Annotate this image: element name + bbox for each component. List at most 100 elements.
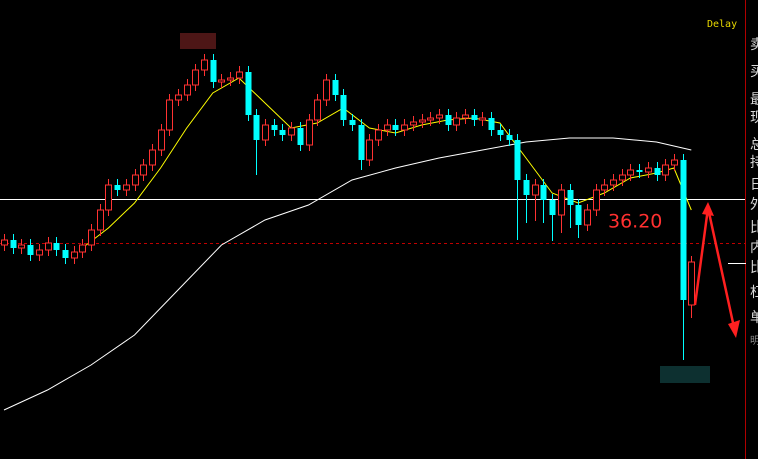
candle-body: [201, 59, 208, 71]
candle-body: [271, 125, 278, 130]
candle-body: [227, 77, 234, 81]
candle-body: [680, 160, 687, 300]
side-label: 单: [750, 310, 758, 326]
candle-body: [262, 124, 269, 141]
candle-body: [236, 71, 243, 79]
candle-body: [105, 184, 112, 211]
candle-body: [610, 179, 617, 186]
candle-body: [436, 114, 443, 119]
side-label: 日: [750, 177, 758, 193]
candle-body: [140, 164, 147, 176]
candle-body: [645, 167, 652, 173]
candle-body: [540, 185, 547, 200]
side-label: 比: [750, 220, 758, 236]
candle-body: [427, 117, 434, 121]
candle-body: [297, 128, 304, 145]
candle-body: [445, 115, 452, 125]
candle-body: [27, 245, 34, 255]
candle-body: [584, 209, 591, 226]
side-label: 总: [750, 137, 758, 153]
candle-body: [662, 164, 669, 176]
candle-body: [218, 79, 225, 83]
side-label: 比: [750, 260, 758, 276]
candle-body: [279, 130, 286, 135]
candle-body: [601, 184, 608, 191]
candle-body: [149, 149, 156, 166]
candle-body: [575, 205, 582, 225]
candle-body: [158, 129, 165, 151]
candle-body: [453, 117, 460, 126]
side-label: 持: [750, 155, 758, 171]
candle-body: [349, 120, 356, 125]
candle-body: [340, 95, 347, 120]
candle-body: [45, 242, 52, 251]
candle-body: [132, 174, 139, 186]
candle-body: [654, 168, 661, 175]
candle-body: [36, 249, 43, 256]
side-label: 明: [750, 335, 758, 347]
candle-body: [192, 69, 199, 86]
candle-body: [410, 121, 417, 126]
candle-body: [688, 261, 695, 306]
side-label: 现: [750, 110, 758, 126]
candle-body: [97, 209, 104, 231]
arrow-head: [702, 202, 714, 216]
candle-body: [123, 184, 130, 191]
candle-body: [627, 169, 634, 176]
candle-body: [558, 189, 565, 216]
candle-body: [619, 174, 626, 181]
candle-body: [358, 125, 365, 160]
candle-body: [567, 190, 574, 205]
candle-body: [245, 72, 252, 115]
candle-body: [375, 129, 382, 141]
candle-body: [79, 244, 86, 253]
candle-body: [306, 119, 313, 146]
candle-body: [549, 200, 556, 215]
candle-body: [419, 119, 426, 123]
candle-body: [210, 60, 217, 82]
blurred-label: [180, 33, 216, 49]
candle-body: [401, 124, 408, 131]
candle-body: [532, 184, 539, 196]
candle-body: [462, 114, 469, 119]
candle-body: [253, 115, 260, 140]
plot-area: [0, 54, 745, 411]
side-label: 最: [750, 92, 758, 108]
arrow-head: [728, 320, 740, 338]
candle-body: [1, 239, 8, 246]
candle-body: [184, 84, 191, 96]
candle-body: [314, 99, 321, 121]
side-label: 卖: [750, 37, 758, 53]
side-label: 外: [750, 197, 758, 213]
price-annotation: 36.20: [608, 211, 662, 233]
candle-body: [479, 117, 486, 121]
candle-body: [514, 140, 521, 180]
candle-body: [175, 94, 182, 101]
candle-body: [384, 124, 391, 131]
candle-body: [53, 243, 60, 250]
side-label: 买: [750, 64, 758, 80]
candle-body: [323, 79, 330, 101]
candle-body: [671, 159, 678, 166]
candle-body: [506, 135, 513, 140]
candle-body: [332, 80, 339, 95]
side-label: 杠: [750, 285, 758, 301]
candle-body: [488, 118, 495, 130]
candle-body: [10, 240, 17, 248]
side-label: 内: [750, 240, 758, 256]
candle-body: [71, 251, 78, 259]
candle-body: [166, 99, 173, 131]
candle-body: [366, 139, 373, 161]
candle-body: [114, 185, 121, 190]
candle-body: [18, 244, 25, 249]
candle-body: [523, 180, 530, 195]
candle-body: [392, 125, 399, 130]
candle-body: [88, 229, 95, 246]
candle-body: [636, 170, 643, 172]
candle-body: [471, 115, 478, 120]
candle-body: [497, 130, 504, 135]
candle-body: [62, 250, 69, 258]
